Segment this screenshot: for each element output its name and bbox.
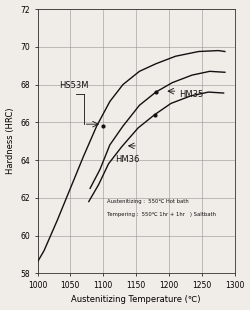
Text: HM35: HM35 [179, 90, 203, 99]
Text: HM36: HM36 [115, 155, 140, 164]
Text: Austenitizing :  550℃ Hot bath: Austenitizing : 550℃ Hot bath [106, 199, 188, 204]
Text: HS53M: HS53M [59, 81, 89, 90]
Text: Tempering :  550℃ 1hr + 1hr   ) Saltbath: Tempering : 550℃ 1hr + 1hr ) Saltbath [106, 212, 216, 217]
Y-axis label: Hardness (HRC): Hardness (HRC) [6, 108, 15, 175]
X-axis label: Austenitizing Temperature (℃): Austenitizing Temperature (℃) [72, 295, 201, 304]
